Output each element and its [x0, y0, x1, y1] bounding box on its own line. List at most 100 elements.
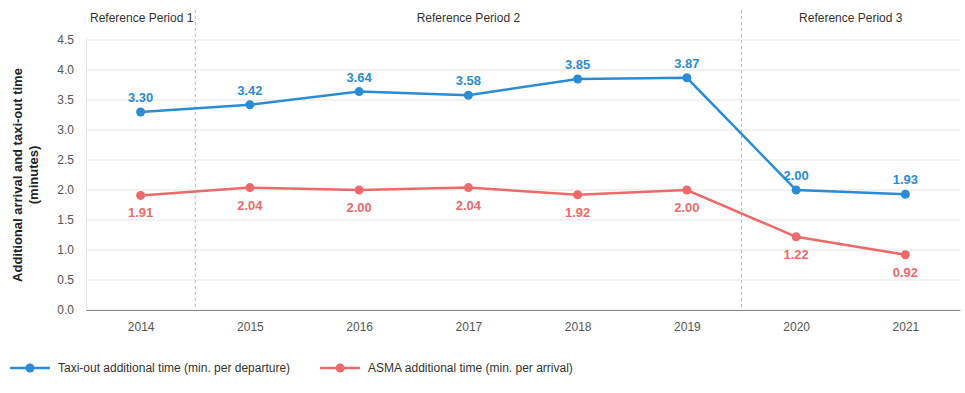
- series-point: [245, 183, 254, 192]
- y-tick: 2.5: [57, 153, 86, 167]
- x-tick-label: 2018: [565, 320, 592, 334]
- y-axis-line: [86, 41, 87, 311]
- data-label: 3.42: [237, 83, 262, 98]
- x-tick: 2016: [346, 310, 373, 334]
- series-point: [464, 91, 473, 100]
- period-label: Reference Period 3: [799, 11, 903, 25]
- data-label: 1.93: [893, 172, 918, 187]
- series-point: [136, 108, 145, 117]
- y-tick-label: 1.5: [57, 213, 74, 227]
- x-tick-label: 2016: [346, 320, 373, 334]
- series-point: [682, 186, 691, 195]
- x-axis-line: [87, 310, 961, 311]
- x-tick: 2017: [456, 310, 483, 334]
- period-separator: [741, 10, 742, 310]
- data-label: 0.92: [893, 265, 918, 280]
- series-point: [792, 186, 801, 195]
- period-label: Reference Period 2: [417, 11, 521, 25]
- legend-item: Taxi-out additional time (min. per depar…: [10, 361, 290, 375]
- x-tick: 2014: [128, 310, 155, 334]
- y-axis: 0.0 0.5 1.0 1.5 2.0 2.5 3.0 3.5 4.0 4.5: [57, 33, 86, 317]
- grid-line: [86, 220, 960, 221]
- series-point: [901, 190, 910, 199]
- y-tick: 4.0: [57, 63, 86, 77]
- data-label: 2.04: [237, 198, 263, 213]
- x-tick-label: 2021: [893, 320, 920, 334]
- x-tick: 2021: [893, 310, 920, 334]
- x-tick-label: 2019: [674, 320, 701, 334]
- series-point: [573, 190, 582, 199]
- periods: Reference Period 1 Reference Period 2 Refe…: [90, 10, 903, 310]
- y-tick-label: 1.0: [57, 243, 74, 257]
- grid: [86, 40, 960, 310]
- y-tick-label: 0.5: [57, 273, 74, 287]
- y-tick-label: 0.0: [57, 303, 74, 317]
- legend-item: ASMA additional time (min. per arrival): [320, 361, 573, 375]
- y-tick: 1.5: [57, 213, 86, 227]
- data-labels: 3.30 3.42 3.64 3.58 3.85 3.87 2.00 1.93 1.91 2.04…: [128, 56, 918, 280]
- data-label: 3.64: [346, 70, 372, 85]
- x-tick-label: 2015: [237, 320, 264, 334]
- legend-marker: [26, 364, 35, 373]
- grid-line: [86, 130, 960, 131]
- x-tick: 2019: [674, 310, 701, 334]
- series-point: [682, 73, 691, 82]
- period-separator: [195, 10, 196, 310]
- data-label: 2.00: [346, 200, 371, 215]
- series-point: [901, 250, 910, 259]
- x-tick: 2015: [237, 310, 264, 334]
- chart: 0.00.51.01.52.02.53.03.54.04.52014201520…: [0, 0, 965, 393]
- y-tick: 4.5: [57, 33, 86, 47]
- y-tick-label: 2.5: [57, 153, 74, 167]
- data-label: 2.00: [674, 200, 699, 215]
- legend-marker: [336, 364, 345, 373]
- y-tick: 3.0: [57, 123, 86, 137]
- y-tick: 3.5: [57, 93, 86, 107]
- period-label: Reference Period 1: [90, 11, 194, 25]
- grid-line: [86, 40, 960, 41]
- series-point: [245, 100, 254, 109]
- grid-line: [86, 250, 960, 251]
- data-label: 3.85: [565, 57, 590, 72]
- plot-area: [136, 73, 910, 259]
- x-tick-label: 2020: [783, 320, 810, 334]
- x-axis: 2014 2015 2016 2017 2018 2019 2020 2021: [87, 310, 961, 334]
- y-tick: 0.5: [57, 273, 86, 287]
- series-line: [141, 78, 906, 194]
- y-tick: 2.0: [57, 183, 86, 197]
- y-tick-label: 4.0: [57, 63, 74, 77]
- data-label: 2.04: [456, 198, 482, 213]
- data-label: 3.30: [128, 90, 153, 105]
- y-tick-label: 3.5: [57, 93, 74, 107]
- data-label: 1.22: [783, 247, 808, 262]
- grid-line: [86, 310, 960, 311]
- series-line: [141, 188, 906, 255]
- y-tick-label: 4.5: [57, 33, 74, 47]
- y-tick-label: 2.0: [57, 183, 74, 197]
- y-tick: 0.0: [57, 303, 86, 317]
- series-point: [355, 87, 364, 96]
- series-point: [355, 186, 364, 195]
- y-axis-title-line: (minutes): [26, 146, 41, 205]
- y-axis-title-line: Additional arrival and taxi-out time: [10, 68, 25, 282]
- y-tick: 1.0: [57, 243, 86, 257]
- legend-label: Taxi-out additional time (min. per depar…: [58, 361, 290, 375]
- data-label: 1.91: [128, 205, 153, 220]
- series-point: [136, 191, 145, 200]
- series-point: [792, 232, 801, 241]
- y-axis-title: Additional arrival and taxi-out time(min…: [10, 68, 41, 282]
- y-tick-label: 3.0: [57, 123, 74, 137]
- data-label: 3.58: [456, 73, 481, 88]
- data-label: 1.92: [565, 205, 590, 220]
- legend: Taxi-out additional time (min. per depar…: [10, 361, 573, 375]
- grid-line: [86, 280, 960, 281]
- x-tick: 2018: [565, 310, 592, 334]
- x-tick: 2020: [783, 310, 810, 334]
- grid-line: [86, 70, 960, 71]
- data-label: 2.00: [783, 168, 808, 183]
- data-label: 3.87: [674, 56, 699, 71]
- x-tick-label: 2014: [128, 320, 155, 334]
- x-tick-label: 2017: [456, 320, 483, 334]
- series-point: [464, 183, 473, 192]
- grid-line: [86, 160, 960, 161]
